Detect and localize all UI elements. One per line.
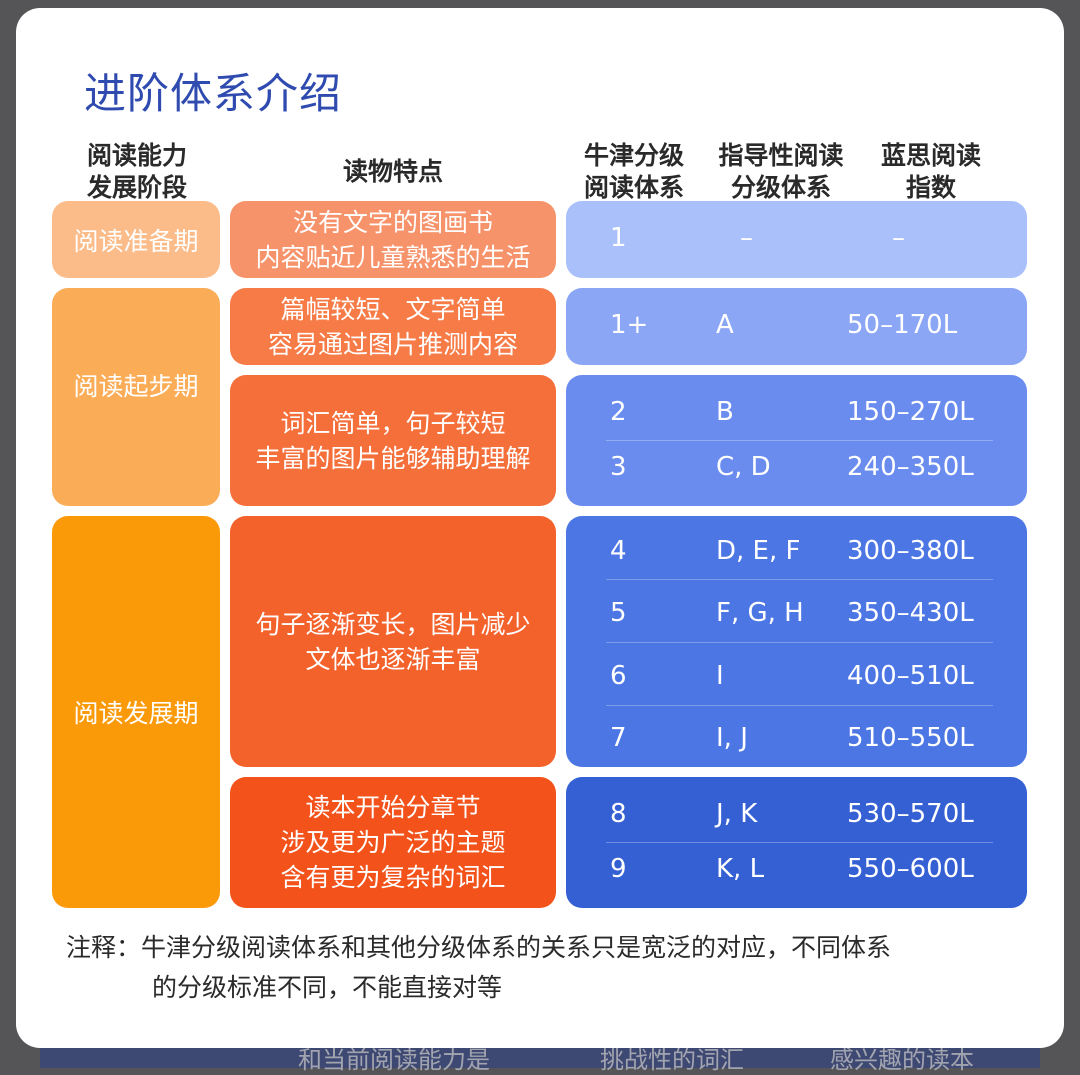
stage-developing: 阅读发展期 — [52, 516, 220, 908]
row-divider — [606, 642, 993, 643]
oxford-level: 1+ — [610, 310, 649, 340]
features-group-5: 读本开始分章节 涉及更为广泛的主题 含有更为复杂的词汇 — [230, 777, 556, 908]
features-group-1: 没有文字的图画书 内容贴近儿童熟悉的生活 — [230, 201, 556, 278]
oxford-level: 9 — [610, 854, 627, 884]
oxford-level: 5 — [610, 598, 627, 628]
oxford-level: 1 — [610, 223, 627, 253]
guided-level: F, G, H — [716, 598, 804, 628]
guided-level: K, L — [716, 854, 765, 884]
levels-group-5: 8 J, K 530–570L 9 K, L 550–600L — [566, 777, 1027, 908]
levels-group-4: 4 D, E, F 300–380L 5 F, G, H 350–430L 6 … — [566, 516, 1027, 767]
page-title: 进阶体系介绍 — [84, 69, 343, 118]
oxford-level: 6 — [610, 661, 627, 691]
levels-group-1: 1 – – — [566, 201, 1027, 278]
guided-level: B — [716, 397, 734, 427]
lexile-range: 240–350L — [847, 452, 974, 482]
features-group-3: 词汇简单，句子较短 丰富的图片能够辅助理解 — [230, 375, 556, 506]
guided-level: C, D — [716, 452, 771, 482]
oxford-level: 4 — [610, 536, 627, 566]
levels-group-3: 2 B 150–270L 3 C, D 240–350L — [566, 375, 1027, 506]
lexile-range: 350–430L — [847, 598, 974, 628]
levels-group-2: 1+ A 50–170L — [566, 288, 1027, 365]
lexile-range: 150–270L — [847, 397, 974, 427]
row-divider — [606, 440, 993, 441]
guided-level: J, K — [716, 799, 758, 829]
info-card: 进阶体系介绍 阅读能力 发展阶段 读物特点 牛津分级 阅读体系 指导性阅读 分级… — [16, 8, 1064, 1048]
lexile-range: 300–380L — [847, 536, 974, 566]
oxford-level: 7 — [610, 723, 627, 753]
header-oxford: 牛津分级 阅读体系 — [583, 141, 684, 202]
features-group-2: 篇幅较短、文字简单 容易通过图片推测内容 — [230, 288, 556, 365]
features-group-4: 句子逐渐变长，图片减少 文体也逐渐丰富 — [230, 516, 556, 767]
guided-level: I — [716, 661, 724, 691]
guided-level: I, J — [716, 723, 748, 753]
header-guided: 指导性阅读 分级体系 — [718, 141, 844, 202]
lexile-range: 550–600L — [847, 854, 974, 884]
stage-prepare: 阅读准备期 — [52, 201, 220, 278]
guided-level: – — [740, 223, 753, 253]
lexile-range: 50–170L — [847, 310, 958, 340]
header-features: 读物特点 — [342, 157, 443, 186]
footnote: 注释：牛津分级阅读体系和其他分级体系的关系只是宽泛的对应，不同体系 的分级标准不… — [66, 933, 892, 1002]
lexile-range: 510–550L — [847, 723, 974, 753]
row-divider — [606, 842, 993, 843]
oxford-level: 8 — [610, 799, 627, 829]
guided-level: A — [716, 310, 734, 340]
lexile-range: 400–510L — [847, 661, 974, 691]
oxford-level: 3 — [610, 452, 627, 482]
guided-level: D, E, F — [716, 536, 801, 566]
header-lexile: 蓝思阅读 指数 — [880, 141, 981, 202]
header-stage: 阅读能力 发展阶段 — [86, 141, 187, 202]
stage-beginning: 阅读起步期 — [52, 288, 220, 506]
lexile-range: 530–570L — [847, 799, 974, 829]
row-divider — [606, 579, 993, 580]
lexile-range: – — [892, 223, 905, 253]
row-divider — [606, 705, 993, 706]
oxford-level: 2 — [610, 397, 627, 427]
